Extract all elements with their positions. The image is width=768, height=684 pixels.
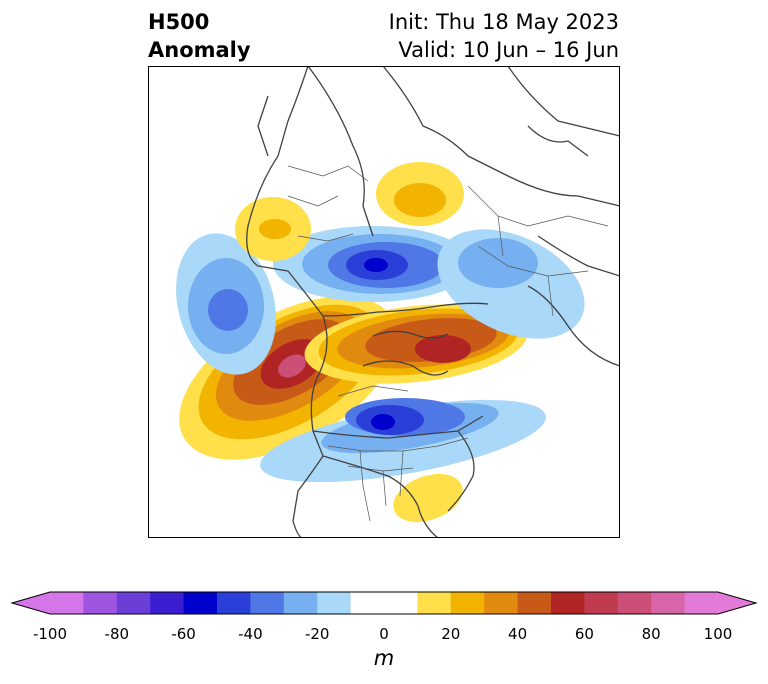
anomaly-positive-europe (235, 197, 311, 261)
colorbar-segment (217, 592, 251, 614)
colorbar-segment (517, 592, 552, 614)
anomaly-negative-barents (273, 226, 473, 302)
init-date-label: Init: Thu 18 May 2023 (388, 10, 619, 34)
colorbar-tick-label: 20 (441, 625, 461, 643)
colorbar-tick-label: 60 (574, 625, 594, 643)
map-title-left: H500 Anomaly (148, 8, 251, 64)
colorbar-segment (484, 592, 519, 614)
anomaly-positive-sw-us (393, 473, 463, 523)
colorbar-segment (183, 592, 218, 614)
map-title-right: Init: Thu 18 May 2023 Valid: 10 Jun – 16… (389, 8, 619, 64)
colorbar-segment (551, 592, 585, 614)
anomaly-positive-scandinavia (376, 162, 464, 226)
colorbar-over-arrow (718, 592, 756, 614)
colorbar-segment (617, 592, 652, 614)
colorbar-segment (50, 592, 84, 614)
valid-period-label: Valid: 10 Jun – 16 Jun (398, 38, 619, 62)
field-type-label: Anomaly (148, 38, 251, 62)
variable-label: H500 (148, 10, 210, 34)
anomaly-negative-atlantic (176, 233, 276, 375)
colorbar (10, 591, 758, 615)
colorbar-under-arrow (12, 592, 50, 614)
colorbar-tick-label: -60 (171, 625, 196, 643)
colorbar-segment (116, 592, 151, 614)
colorbar-segment (350, 592, 418, 614)
colorbar-tick-label: 80 (641, 625, 661, 643)
colorbar-tick-label: -20 (304, 625, 330, 643)
colorbar-tick-label: -100 (32, 625, 68, 643)
colorbar-segment (450, 592, 485, 614)
colorbar-segment (283, 592, 318, 614)
colorbar-tick-label: -80 (104, 625, 130, 643)
colorbar-segment (150, 592, 185, 614)
colorbar-segment (651, 592, 686, 614)
colorbar-tick-label: -40 (238, 625, 263, 643)
colorbar-segment (684, 592, 719, 614)
anomaly-positive-arctic (304, 304, 528, 384)
coastlines (148, 66, 620, 538)
colorbar-unit-label: m (373, 646, 395, 670)
colorbar-segment (317, 592, 352, 614)
anomaly-map (148, 66, 620, 538)
colorbar-segment (584, 592, 619, 614)
colorbar-tick-label: 0 (379, 625, 389, 643)
colorbar-tick-label: 100 (703, 625, 733, 643)
colorbar-segment (250, 592, 285, 614)
colorbar-segment (417, 592, 452, 614)
anomaly-negative-siberia (437, 229, 585, 339)
colorbar-segment (83, 592, 118, 614)
colorbar-tick-label: 40 (508, 625, 528, 643)
political-borders (287, 165, 609, 522)
